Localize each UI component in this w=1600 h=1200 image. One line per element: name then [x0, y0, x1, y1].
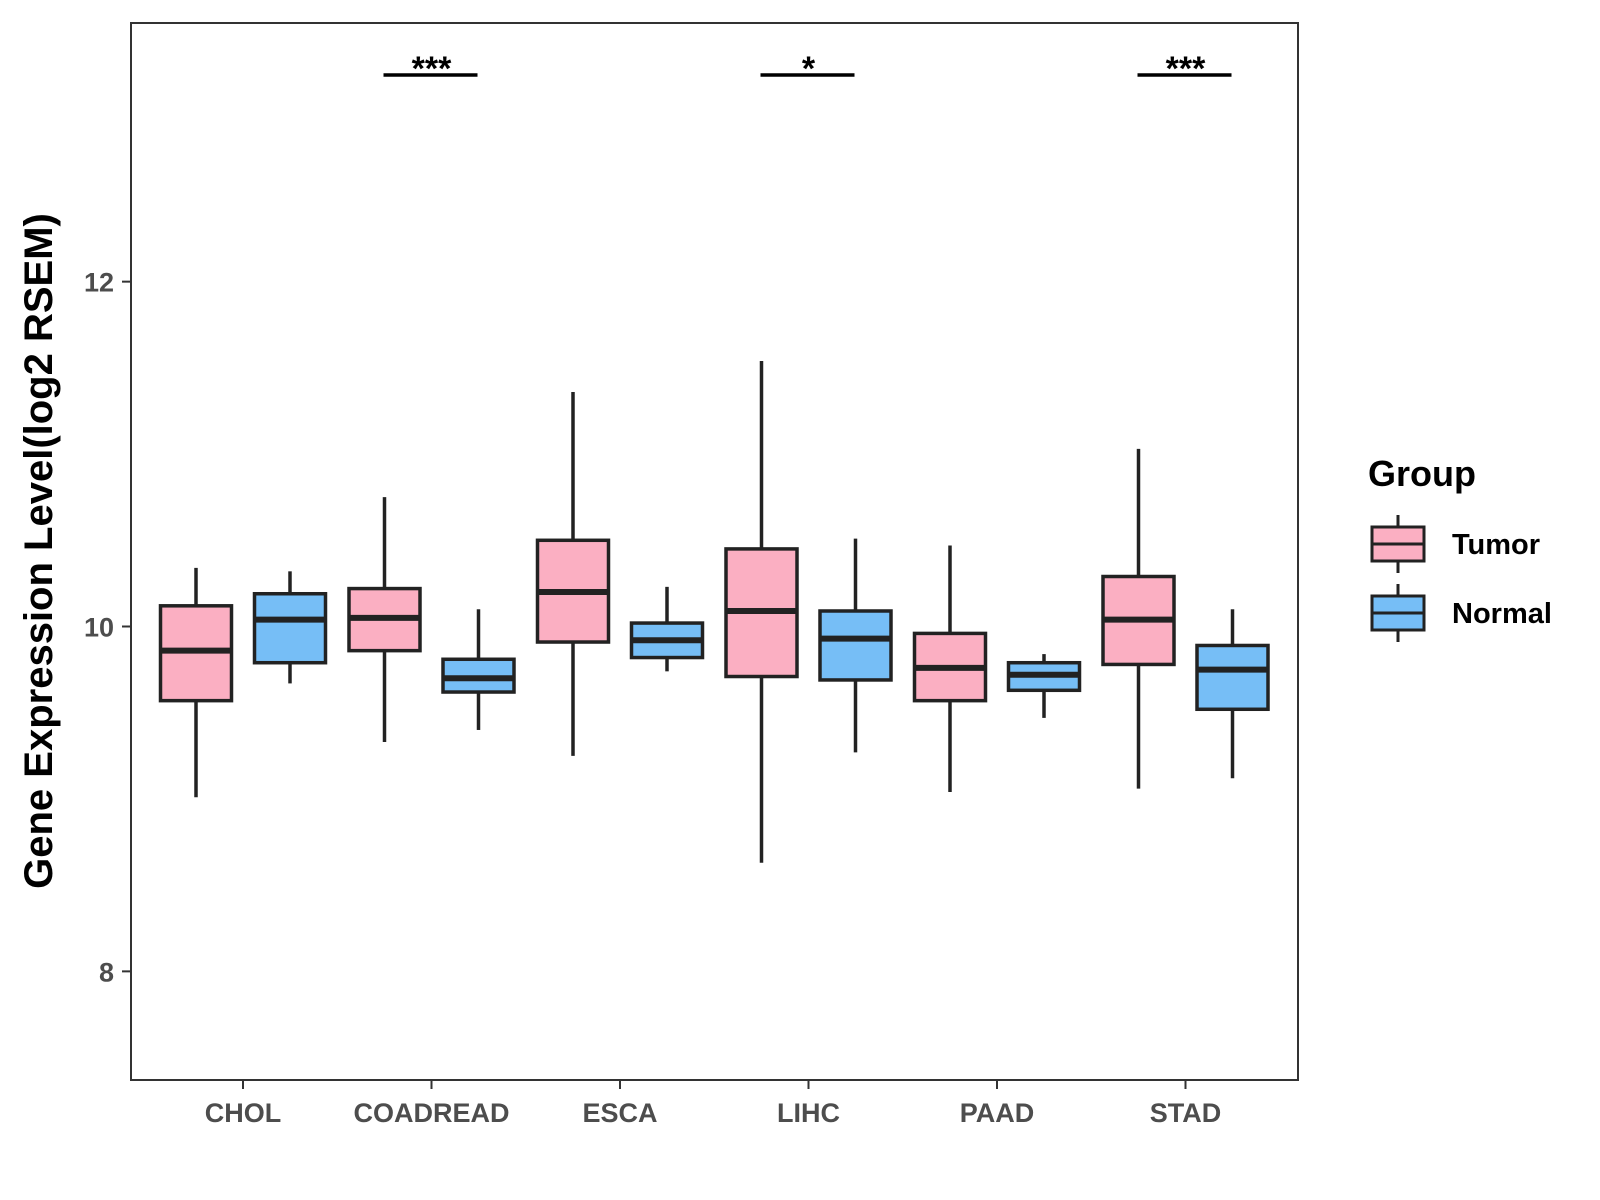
- legend-label: Normal: [1452, 598, 1552, 630]
- y-axis-title: Gene Expression Level(log2 RSEM): [17, 213, 61, 889]
- box-tumor-chol: [158, 567, 234, 798]
- box-normal-stad: [1195, 609, 1270, 779]
- box-iqr: [252, 591, 328, 665]
- y-tick-label: 8: [99, 957, 114, 987]
- x-tick-label: LIHC: [777, 1098, 840, 1128]
- box-tumor-coadread: [347, 497, 422, 743]
- legend-item-tumor: Tumor: [1370, 515, 1540, 573]
- box-normal-esca: [629, 586, 705, 672]
- box-normal-paad: [1006, 654, 1082, 718]
- box-tumor-paad: [912, 545, 988, 793]
- plot-panel: [130, 22, 1299, 1081]
- legend-title: Group: [1368, 453, 1476, 494]
- significance-lihc: *: [760, 50, 855, 88]
- box-iqr: [818, 609, 893, 682]
- box-normal-chol: [252, 571, 328, 684]
- x-tick-label: STAD: [1150, 1098, 1222, 1128]
- significance-label: ***: [1166, 50, 1206, 88]
- box-tumor-lihc: [724, 360, 799, 863]
- significance-layer: *** * ***: [383, 50, 1232, 88]
- x-tick-label: COADREAD: [353, 1098, 509, 1128]
- box-tumor-esca: [535, 392, 611, 756]
- significance-label: ***: [412, 50, 452, 88]
- box-normal-lihc: [818, 538, 893, 753]
- significance-coadread: ***: [383, 50, 478, 88]
- legend-key: [1370, 515, 1426, 573]
- y-tick-label: 12: [84, 268, 114, 298]
- boxes-layer: [158, 360, 1270, 863]
- box-iqr: [1195, 643, 1270, 712]
- x-tick-label: CHOL: [205, 1098, 282, 1128]
- significance-label: *: [802, 50, 816, 88]
- box-normal-coadread: [441, 609, 516, 730]
- x-tick-label: ESCA: [582, 1098, 657, 1128]
- significance-stad: ***: [1137, 50, 1232, 88]
- legend: Group Tumor Normal: [1368, 453, 1552, 642]
- box-tumor-stad: [1101, 448, 1176, 789]
- x-tick-label: PAAD: [960, 1098, 1035, 1128]
- axes-layer: 8 10 12 CHOL COADREAD ESCA LIHC PAAD STAD: [84, 268, 1221, 1128]
- y-tick-label: 10: [84, 613, 114, 643]
- legend-key: [1370, 584, 1426, 642]
- legend-item-normal: Normal: [1370, 584, 1552, 642]
- legend-label: Tumor: [1452, 529, 1540, 561]
